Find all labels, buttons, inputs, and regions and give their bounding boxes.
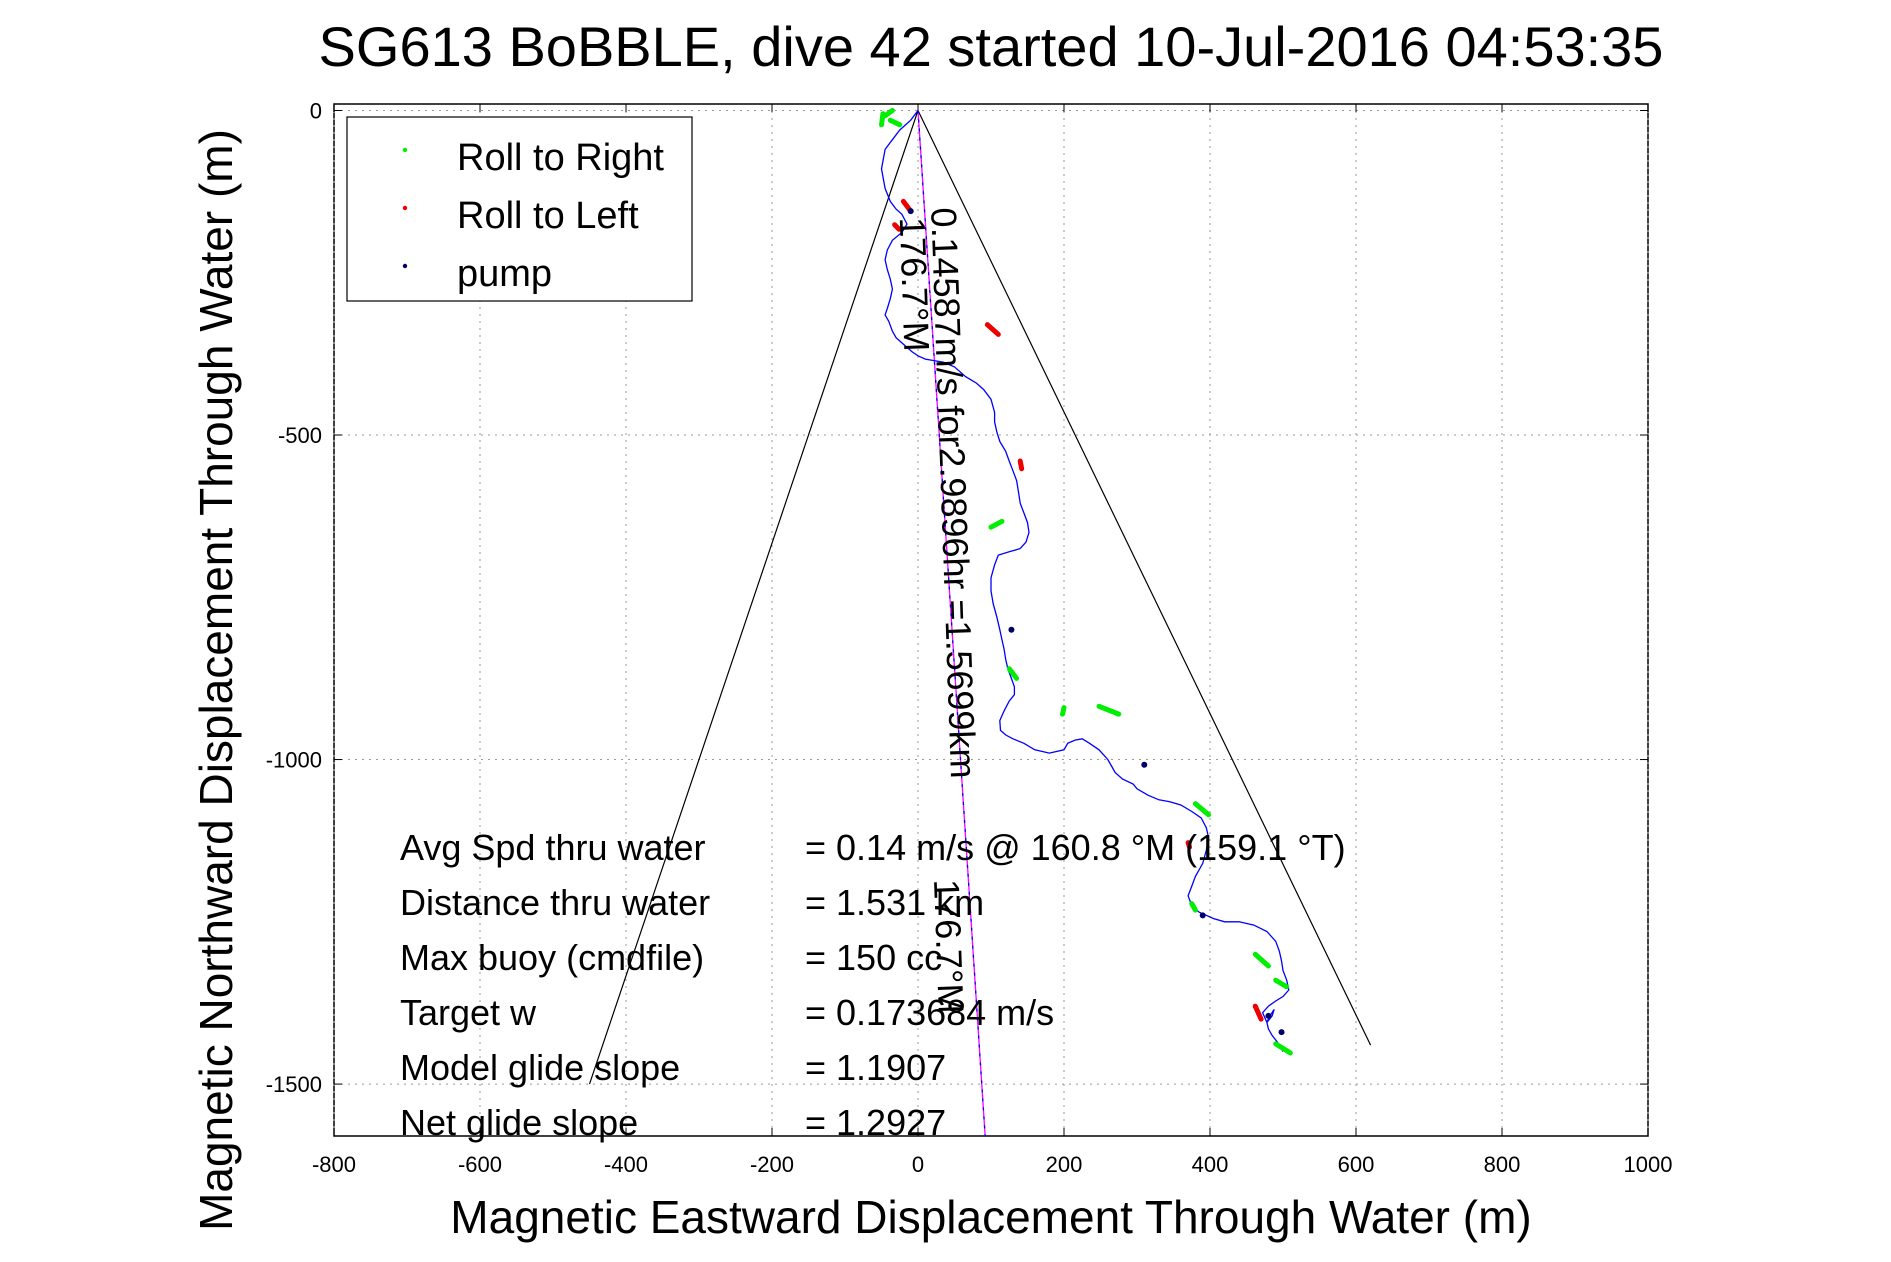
chart-title: SG613 BoBBLE, dive 42 started 10-Jul-201…	[319, 15, 1664, 78]
pump-marker	[1265, 1012, 1272, 1019]
legend-label-pump: pump	[457, 253, 552, 295]
roll-left-marker	[1017, 458, 1025, 472]
roll-right-marker	[1006, 666, 1020, 681]
legend-marker-pump	[402, 263, 408, 269]
legend-label-roll-right: Roll to Right	[457, 137, 664, 179]
x-tick-label: 600	[1338, 1152, 1375, 1177]
legend-label-roll-left: Roll to Left	[457, 195, 639, 237]
pump-marker	[907, 208, 914, 215]
y-tick-label: -1000	[266, 748, 322, 773]
stat-label: Net glide slope	[400, 1102, 638, 1143]
stat-label: Target w	[400, 992, 537, 1033]
legend-marker-roll-left	[402, 205, 408, 211]
roll-right-marker	[1273, 977, 1290, 990]
x-axis-label: Magnetic Eastward Displacement Through W…	[450, 1191, 1531, 1243]
y-tick-label: -500	[278, 423, 322, 448]
stat-label: Distance thru water	[400, 882, 710, 923]
roll-left-marker	[1252, 1003, 1264, 1022]
stat-value: = 150 cc	[805, 937, 942, 978]
cone-right	[917, 110, 1372, 1046]
cone-left	[588, 110, 919, 1085]
stat-label: Max buoy (cmdfile)	[400, 937, 704, 978]
reference-lines	[588, 110, 1372, 1137]
roll-left-marker	[892, 222, 902, 232]
y-axis-label: Magnetic Northward Displacement Through …	[190, 129, 242, 1231]
stat-label: Model glide slope	[400, 1047, 680, 1088]
stats-block: Avg Spd thru water = 0.14 m/s @ 160.8 °M…	[400, 827, 1346, 1143]
track-layer	[880, 110, 1290, 1052]
stat-label: Avg Spd thru water	[400, 827, 706, 868]
roll-right-marker	[1060, 705, 1067, 717]
pump-marker	[1199, 912, 1206, 919]
roll-left-marker	[984, 322, 1001, 337]
roll-right-marker	[887, 117, 903, 128]
pump-marker	[1008, 626, 1015, 633]
roll-left-marker	[1185, 840, 1193, 850]
legend: Roll to Right Roll to Left pump	[346, 116, 693, 302]
roll-right-marker	[882, 107, 895, 119]
stat-value: = 0.173684 m/s	[805, 992, 1054, 1033]
glider-track	[880, 110, 1290, 1052]
roll-right-marker	[1252, 951, 1271, 969]
axis-ticks: -800 -600 -400 -200 0 200 400 600 800 1000 0 -500 -1…	[266, 98, 1673, 1177]
stat-value: = 1.1907	[805, 1047, 946, 1088]
x-tick-label: 1000	[1624, 1152, 1673, 1177]
marker-layer	[879, 107, 1293, 1056]
heading-line-2	[917, 110, 986, 1137]
x-tick-label: 400	[1192, 1152, 1229, 1177]
roll-right-marker	[1189, 901, 1198, 913]
roll-right-marker	[988, 518, 1005, 530]
x-tick-label: -600	[458, 1152, 502, 1177]
y-tick-label: 0	[310, 98, 322, 123]
stat-value: = 1.2927	[805, 1102, 946, 1143]
roll-right-marker	[1096, 703, 1122, 717]
stat-value: = 0.14 m/s @ 160.8 °M (159.1 °T)	[805, 827, 1346, 868]
pump-marker	[1141, 761, 1148, 768]
y-tick-label: -1500	[266, 1072, 322, 1097]
x-tick-label: -200	[750, 1152, 794, 1177]
pump-marker	[1278, 1029, 1285, 1036]
roll-right-marker	[1273, 1041, 1293, 1056]
legend-marker-roll-right	[402, 147, 408, 153]
x-tick-label: -800	[312, 1152, 356, 1177]
x-tick-label: -400	[604, 1152, 648, 1177]
heading-annotation-end: 176.7°M	[926, 878, 972, 1014]
roll-right-marker	[1192, 801, 1212, 818]
stat-value: = 1.531 km	[805, 882, 984, 923]
grid	[333, 104, 1649, 1136]
heading-annotation: 176.7°M	[892, 216, 938, 352]
x-tick-label: 800	[1484, 1152, 1521, 1177]
x-tick-label: 200	[1046, 1152, 1083, 1177]
x-tick-label: 0	[912, 1152, 924, 1177]
